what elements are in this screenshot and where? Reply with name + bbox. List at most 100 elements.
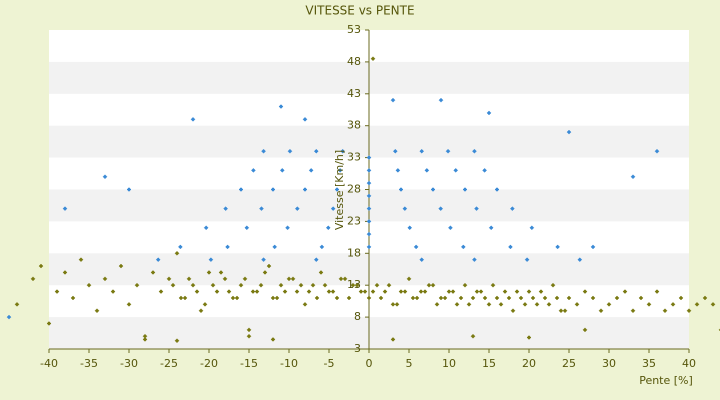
data-point bbox=[394, 301, 400, 307]
x-tick-label: 30 bbox=[602, 357, 616, 370]
data-point bbox=[30, 276, 36, 282]
data-point bbox=[244, 225, 250, 231]
data-point bbox=[238, 187, 244, 192]
data-point bbox=[306, 289, 312, 294]
data-point bbox=[678, 295, 684, 301]
data-point bbox=[390, 337, 396, 342]
y-tick-label: 28 bbox=[347, 183, 361, 196]
data-point bbox=[398, 187, 404, 192]
x-tick-label: 25 bbox=[562, 357, 576, 370]
data-point bbox=[206, 270, 212, 275]
data-point bbox=[462, 282, 468, 288]
data-point bbox=[366, 168, 372, 173]
data-point bbox=[330, 289, 336, 294]
x-tick-label: 40 bbox=[682, 357, 696, 370]
data-point bbox=[582, 327, 588, 333]
data-point bbox=[529, 225, 535, 231]
data-point bbox=[214, 289, 220, 294]
data-point bbox=[94, 308, 100, 314]
data-point bbox=[494, 187, 500, 192]
data-point bbox=[234, 295, 240, 301]
data-point bbox=[398, 289, 404, 294]
data-point bbox=[313, 257, 319, 263]
data-point bbox=[514, 289, 520, 294]
data-point bbox=[426, 282, 432, 288]
data-point bbox=[494, 295, 500, 301]
data-point bbox=[614, 295, 620, 301]
data-point bbox=[670, 301, 676, 307]
data-point bbox=[590, 244, 596, 250]
data-point bbox=[554, 295, 560, 301]
data-point bbox=[190, 116, 196, 122]
data-point bbox=[413, 244, 419, 250]
y-tick-label: 33 bbox=[347, 151, 361, 164]
data-point bbox=[208, 257, 214, 263]
data-point bbox=[38, 263, 44, 269]
data-point bbox=[482, 295, 488, 301]
data-point bbox=[453, 168, 459, 173]
data-point bbox=[458, 295, 464, 301]
data-point bbox=[337, 168, 343, 173]
data-point bbox=[366, 219, 372, 224]
data-point bbox=[354, 282, 360, 288]
data-point bbox=[378, 295, 384, 301]
data-point bbox=[334, 295, 340, 301]
data-point bbox=[370, 56, 376, 62]
data-point bbox=[406, 276, 412, 282]
data-point bbox=[526, 335, 532, 340]
data-point bbox=[298, 282, 304, 288]
data-point bbox=[222, 276, 228, 282]
data-point bbox=[574, 301, 580, 307]
data-point bbox=[294, 206, 300, 211]
data-point bbox=[313, 148, 319, 154]
data-point bbox=[402, 206, 408, 211]
data-point bbox=[350, 282, 356, 288]
data-point bbox=[198, 308, 204, 314]
data-point bbox=[134, 282, 140, 288]
data-point bbox=[118, 263, 124, 269]
data-point bbox=[270, 337, 276, 342]
x-tick-label: 10 bbox=[442, 357, 456, 370]
x-tick-label: -40 bbox=[40, 357, 58, 370]
data-point bbox=[419, 148, 425, 154]
data-point bbox=[325, 225, 331, 231]
data-point bbox=[54, 289, 60, 294]
data-point bbox=[526, 289, 532, 294]
data-point bbox=[342, 276, 348, 282]
data-point bbox=[430, 282, 436, 288]
data-point bbox=[6, 314, 12, 320]
data-point bbox=[230, 295, 236, 301]
data-point bbox=[538, 289, 544, 294]
data-point bbox=[166, 276, 172, 282]
data-point bbox=[430, 187, 436, 192]
data-point bbox=[318, 270, 324, 275]
data-point bbox=[126, 187, 132, 192]
data-point bbox=[126, 301, 132, 307]
data-point bbox=[508, 244, 513, 250]
data-point bbox=[366, 193, 372, 199]
data-point bbox=[62, 270, 68, 275]
data-point bbox=[182, 295, 188, 301]
data-point bbox=[638, 295, 644, 301]
data-point bbox=[282, 289, 288, 294]
data-point bbox=[142, 337, 148, 342]
data-point bbox=[630, 308, 636, 314]
data-point bbox=[577, 257, 583, 263]
data-point bbox=[261, 148, 266, 154]
data-point bbox=[340, 148, 346, 154]
data-point bbox=[478, 289, 484, 294]
data-point bbox=[294, 289, 300, 294]
data-point bbox=[262, 270, 268, 275]
data-point bbox=[102, 174, 108, 180]
data-point bbox=[287, 148, 293, 154]
data-point bbox=[502, 289, 508, 294]
data-point bbox=[410, 295, 416, 301]
data-point bbox=[250, 289, 256, 294]
data-point bbox=[630, 174, 636, 180]
data-point bbox=[442, 295, 448, 301]
data-point bbox=[178, 244, 183, 250]
data-point bbox=[279, 168, 285, 173]
data-point bbox=[474, 289, 480, 294]
data-point bbox=[366, 244, 372, 250]
data-point bbox=[338, 276, 344, 282]
